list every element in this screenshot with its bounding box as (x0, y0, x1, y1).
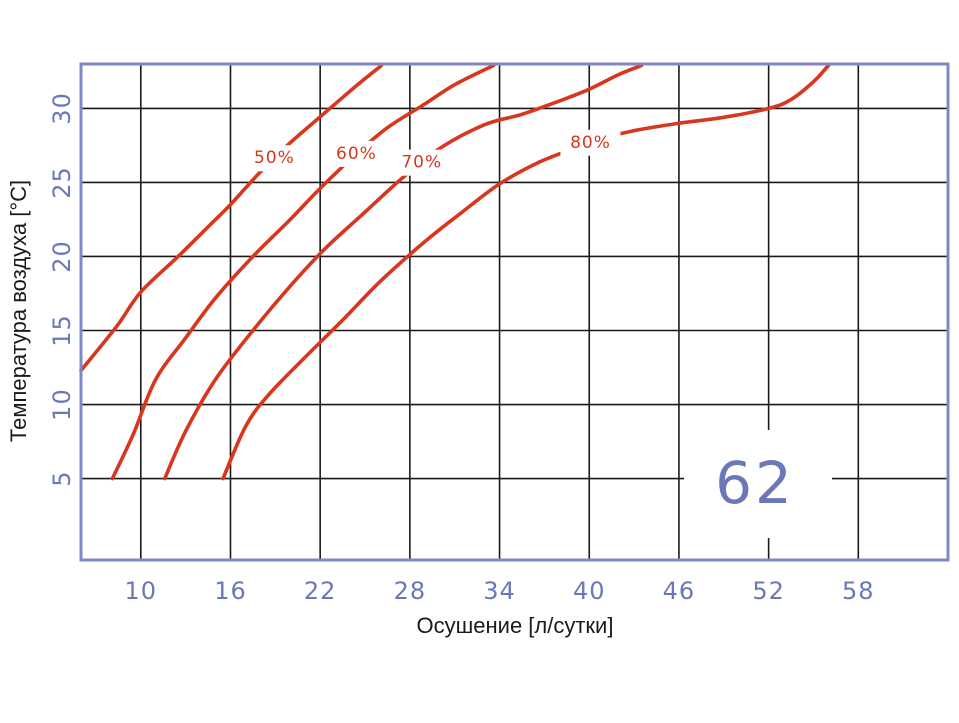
y-tick-label: 25 (48, 166, 76, 199)
curve-label-gap (326, 140, 387, 167)
y-tick-label: 30 (48, 92, 76, 125)
y-tick-label: 20 (48, 240, 76, 273)
curve-80-percent (221, 63, 831, 481)
curve-70-percent (162, 63, 644, 481)
x-axis-title: Осушение [л/сутки] (417, 613, 614, 638)
x-tick-label: 22 (304, 577, 337, 605)
curve-label: 70% (401, 153, 442, 173)
curves (79, 63, 831, 481)
x-tick-labels: 10 16 22 28 34 40 46 52 58 (125, 577, 875, 605)
curve-labels: 50% 60% 70% 80% (244, 129, 621, 176)
x-tick-label: 34 (483, 577, 516, 605)
y-tick-label: 5 (48, 470, 76, 486)
x-tick-label: 58 (842, 577, 875, 605)
model-badge: 62 (684, 430, 832, 538)
curve-label-gap (391, 149, 452, 176)
plot-frame (79, 62, 950, 562)
y-tick-labels: 5 10 15 20 25 30 (48, 92, 76, 487)
x-tick-label: 28 (394, 577, 427, 605)
y-axis-title: Температура воздуха [°C] (6, 180, 31, 442)
curve-label: 80% (570, 133, 611, 153)
curve-50-percent (79, 63, 384, 373)
x-tick-label: 16 (214, 577, 247, 605)
x-tick-label: 10 (125, 577, 158, 605)
curve-label: 60% (336, 144, 377, 164)
curve-60-percent (110, 63, 496, 481)
curve-label-gap (244, 145, 305, 172)
curve-label-gap (560, 129, 621, 156)
x-tick-label: 46 (663, 577, 696, 605)
x-tick-label: 40 (573, 577, 606, 605)
y-tick-label: 15 (48, 314, 76, 347)
model-number: 62 (715, 449, 795, 517)
curve-label: 50% (254, 148, 295, 168)
x-tick-label: 52 (752, 577, 785, 605)
y-tick-label: 10 (48, 388, 76, 421)
